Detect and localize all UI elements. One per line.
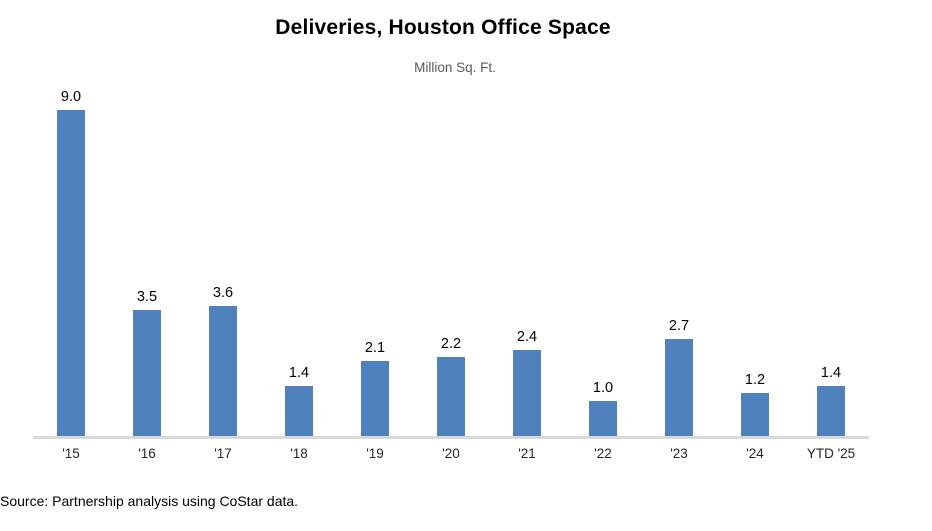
- x-axis-labels: '15 '16 '17 '18 '19 '20 '21 '22 '23 '24 YTD '25: [33, 446, 869, 461]
- bar-19: [361, 361, 389, 437]
- chart-subtitle: Million Sq. Ft.: [414, 60, 496, 75]
- source-note: Source: Partnership analysis using CoSta…: [0, 493, 299, 509]
- plot-area: 9.0 3.5 3.6 1.4 2.1 2.2 2.4 1.0 2.7 1.2 1.4: [33, 89, 869, 437]
- chart-column: 2.2: [413, 110, 489, 437]
- value-label: 1.4: [820, 365, 842, 381]
- value-label: 2.2: [440, 336, 462, 352]
- value-label: 3.6: [212, 285, 234, 301]
- x-axis-tick-label: '20: [442, 446, 460, 461]
- x-axis-tick-label: '22: [594, 446, 612, 461]
- bar-YTD25: [817, 386, 845, 437]
- bar-23: [665, 339, 693, 437]
- chart-column: 1.2: [717, 110, 793, 437]
- bar-16: [133, 310, 161, 437]
- chart-column: 3.6: [185, 110, 261, 437]
- chart-column: 3.5: [109, 110, 185, 437]
- chart-column: 1.4: [793, 110, 869, 437]
- value-label: 2.4: [516, 329, 538, 345]
- chart-column: 2.7: [641, 110, 717, 437]
- value-label: 1.4: [288, 365, 310, 381]
- bar-20: [437, 357, 465, 437]
- x-axis-tick-label: '19: [366, 446, 384, 461]
- value-label: 2.7: [668, 318, 690, 334]
- bar-15: [57, 110, 85, 437]
- x-axis-line: [33, 436, 869, 439]
- bar-24: [741, 393, 769, 437]
- x-axis-tick-label: '17: [214, 446, 232, 461]
- value-label: 1.0: [592, 380, 614, 396]
- bar-17: [209, 306, 237, 437]
- bar-22: [589, 401, 617, 437]
- x-axis-tick-label: '16: [138, 446, 156, 461]
- x-axis-tick-label: '21: [518, 446, 536, 461]
- chart-column: 9.0: [33, 89, 109, 437]
- value-label: 3.5: [136, 289, 158, 305]
- x-axis-tick-label: '24: [746, 446, 764, 461]
- x-axis-tick-label: '18: [290, 446, 308, 461]
- chart-column: 1.0: [565, 110, 641, 437]
- x-axis-tick-label: YTD '25: [806, 446, 856, 461]
- value-label: 9.0: [60, 89, 82, 105]
- value-label: 1.2: [744, 372, 766, 388]
- chart-column: 2.1: [337, 110, 413, 437]
- value-label: 2.1: [364, 340, 386, 356]
- x-axis-tick-label: '23: [670, 446, 688, 461]
- chart-title: Deliveries, Houston Office Space: [275, 16, 611, 39]
- chart-column: 2.4: [489, 110, 565, 437]
- bar-18: [285, 386, 313, 437]
- x-axis-tick-label: '15: [62, 446, 80, 461]
- chart-column: 1.4: [261, 110, 337, 437]
- bar-21: [513, 350, 541, 437]
